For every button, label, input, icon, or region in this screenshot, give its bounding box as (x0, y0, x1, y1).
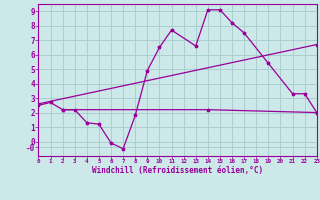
X-axis label: Windchill (Refroidissement éolien,°C): Windchill (Refroidissement éolien,°C) (92, 166, 263, 175)
